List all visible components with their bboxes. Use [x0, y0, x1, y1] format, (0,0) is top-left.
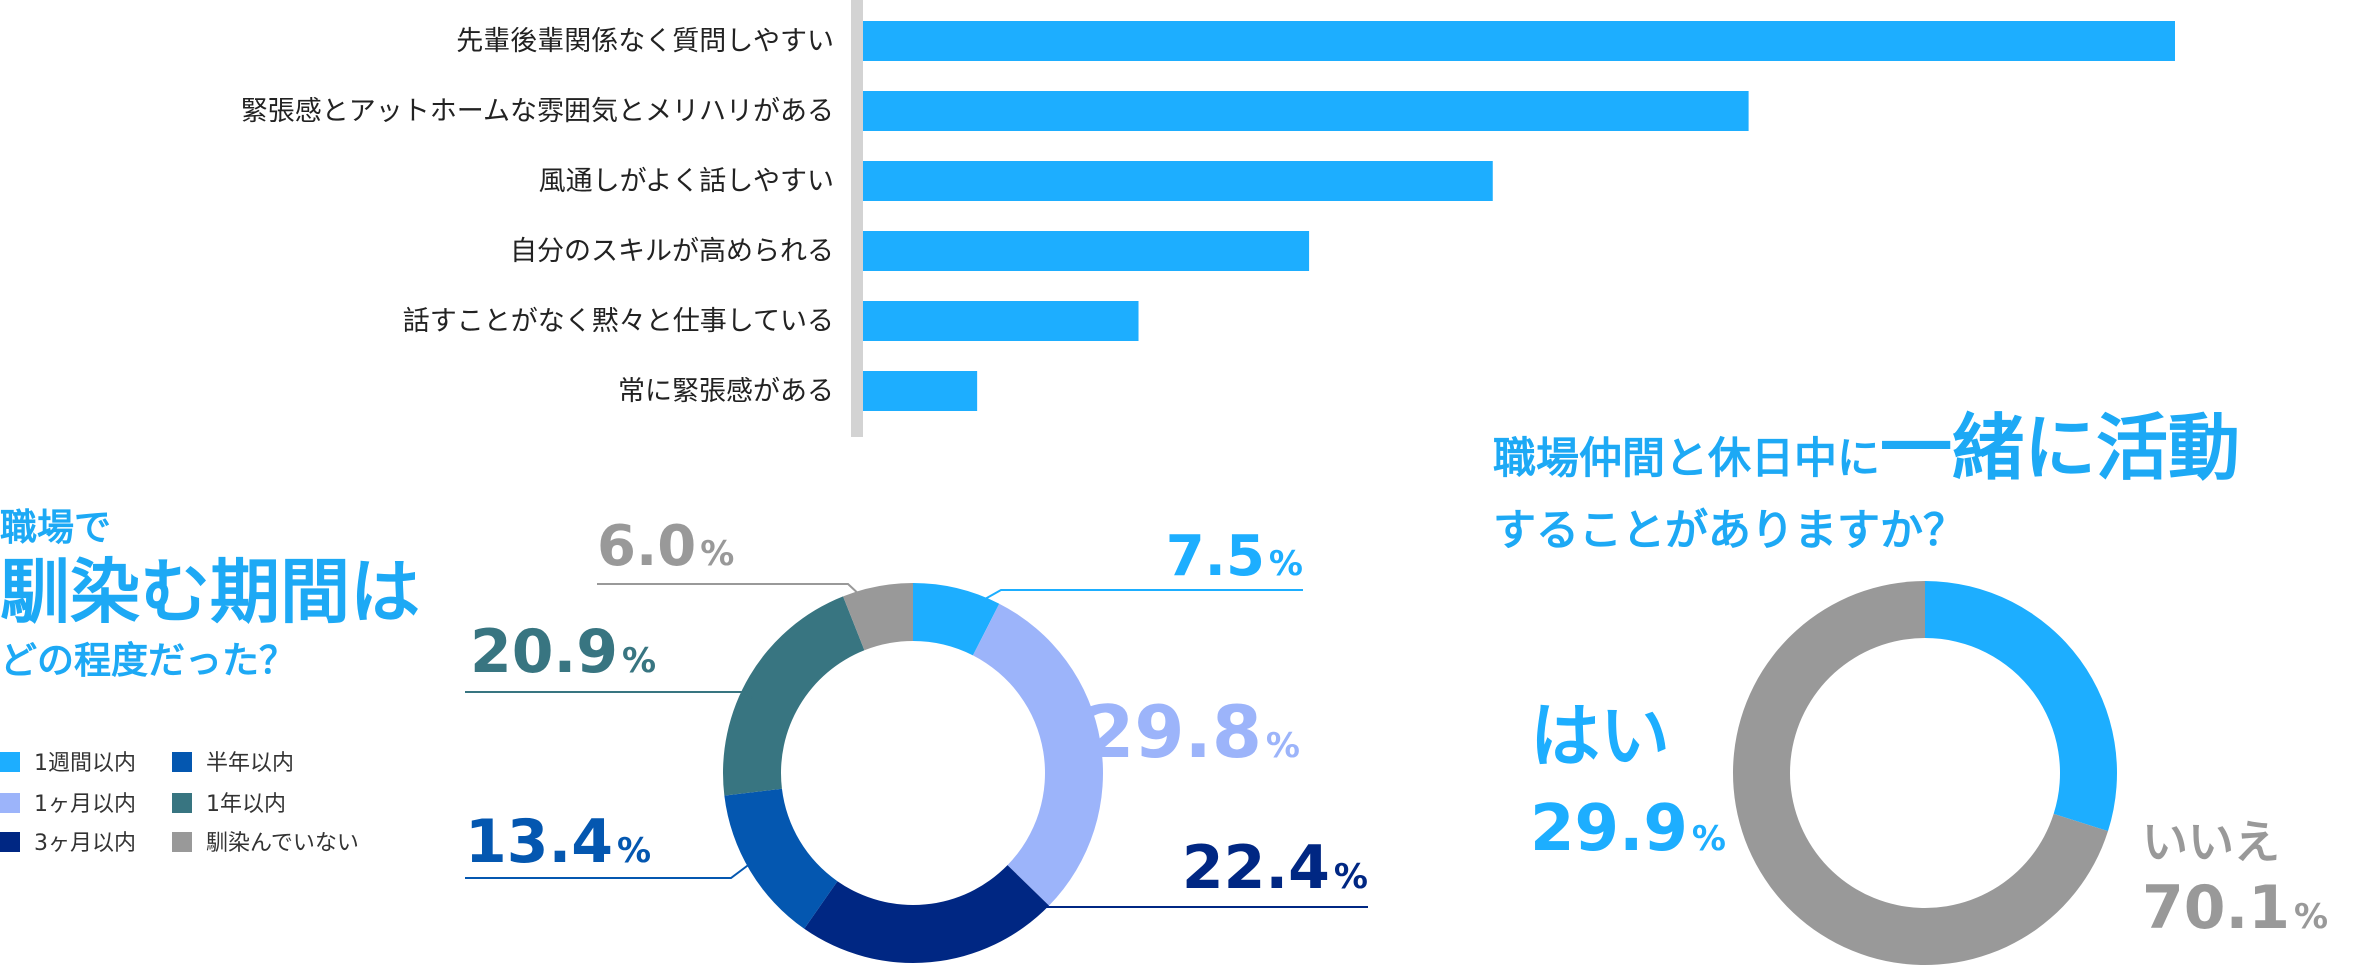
bar-label-2: 風通しがよく話しやすい — [539, 166, 834, 197]
bar-2 — [863, 161, 1493, 201]
tenure-leader-lines — [465, 583, 1368, 908]
tenure-legend: 1週間以内 半年以内 1ヶ月以内 1年以内 3ヶ月以内 馴染んでいない — [0, 751, 359, 856]
donut-slice-yes — [1925, 581, 2117, 832]
tenure-title-line-2: 馴染む期間は — [0, 551, 420, 633]
answer-value-yes: 29.9% — [1530, 792, 1726, 866]
value-label-halfyear: 13.4% — [465, 807, 651, 877]
bar-label-1: 緊張感とアットホームな雰囲気とメリハリがある — [241, 96, 834, 127]
legend-swatch-month1 — [0, 793, 20, 813]
value-label-month1: 29.8% — [1084, 690, 1300, 774]
answer-label-no: いいえ — [2142, 815, 2280, 869]
value-label-year1: 20.9% — [470, 617, 656, 687]
bar-label-5: 常に緊張感がある — [618, 376, 834, 407]
answer-value-no: 70.1% — [2142, 873, 2328, 943]
legend-swatch-halfyear — [172, 752, 192, 772]
bar-label-4: 話すことがなく黙々と仕事している — [403, 306, 834, 337]
bar-label-0: 先輩後輩関係なく質問しやすい — [456, 26, 834, 57]
legend-swatch-year1 — [172, 793, 192, 813]
value-label-none: 6.0% — [597, 514, 734, 579]
activity-title-line-1: 職場仲間と休日中に一緒に活動 — [1493, 406, 2240, 490]
tenure-chart-title: 職場で 馴染む期間は どの程度だった？ — [0, 506, 420, 682]
legend-label-week: 1週間以内 — [34, 751, 136, 776]
donut-slice-month3 — [804, 865, 1050, 963]
legend-label-month1: 1ヶ月以内 — [34, 792, 136, 817]
donut-slice-month1 — [972, 603, 1104, 906]
donut-slice-year1 — [723, 596, 865, 796]
tenure-title-line-3: どの程度だった？ — [0, 639, 296, 682]
donut-slice-halfyear — [724, 788, 838, 929]
leader-line-week — [984, 589, 1303, 600]
answer-label-yes: はい — [1530, 695, 1670, 777]
legend-swatch-week — [0, 752, 20, 772]
value-label-week: 7.5% — [1166, 524, 1303, 589]
legend-label-halfyear: 半年以内 — [206, 751, 294, 776]
legend-label-none: 馴染んでいない — [206, 831, 359, 856]
bar-category-labels: 先輩後輩関係なく質問しやすい緊張感とアットホームな雰囲気とメリハリがある風通しが… — [241, 26, 834, 407]
tenure-donut — [723, 583, 1104, 963]
donut-slice-none — [843, 583, 913, 651]
legend-label-month3: 3ヶ月以内 — [34, 831, 136, 856]
tenure-title-line-1: 職場で — [0, 506, 111, 549]
bar-label-3: 自分のスキルが高められる — [510, 236, 834, 267]
activity-title-line-2: することがありますか？ — [1493, 506, 1966, 556]
legend-swatch-none — [172, 832, 192, 852]
bar-4 — [863, 301, 1139, 341]
donut-slice-no — [1732, 581, 2108, 965]
legend-swatch-month3 — [0, 832, 20, 852]
leader-line-halfyear — [465, 862, 752, 879]
donut-slice-week — [913, 583, 1000, 656]
bar-5 — [863, 371, 978, 411]
activity-donut — [1732, 581, 2117, 965]
bar-marks — [863, 21, 2175, 411]
leader-line-year1 — [465, 691, 753, 699]
bar-chart-axis — [851, 0, 863, 437]
bar-3 — [863, 231, 1310, 271]
bar-0 — [863, 21, 2175, 61]
value-label-month3: 22.4% — [1182, 833, 1368, 903]
bar-1 — [863, 91, 1749, 131]
bar-chart: 先輩後輩関係なく質問しやすい緊張感とアットホームな雰囲気とメリハリがある風通しが… — [241, 0, 2175, 437]
leader-line-none — [597, 583, 863, 598]
legend-label-year1: 1年以内 — [206, 792, 286, 817]
